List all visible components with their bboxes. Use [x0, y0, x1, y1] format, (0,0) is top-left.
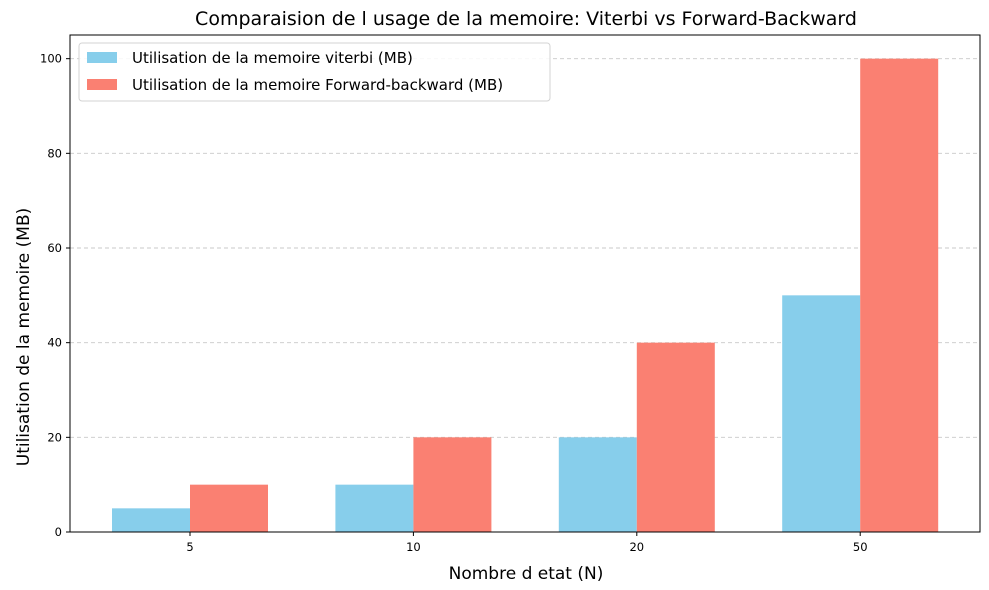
legend-swatch	[87, 79, 117, 90]
y-tick-label: 20	[47, 430, 62, 444]
x-tick-label: 20	[629, 540, 644, 554]
plot-frame	[69, 34, 981, 533]
y-axis-label: Utilisation de la memoire (MB)	[14, 208, 34, 467]
x-axis-label: Nombre d etat (N)	[449, 564, 604, 584]
legend-label: Utilisation de la memoire viterbi (MB)	[132, 49, 413, 67]
y-tick-label: 0	[55, 525, 62, 539]
legend-swatch	[87, 52, 117, 63]
bar	[636, 342, 715, 532]
bar	[782, 295, 861, 532]
bar	[112, 508, 190, 532]
bar	[558, 437, 637, 532]
y-tick-label: 80	[47, 146, 62, 160]
y-tick-label: 100	[40, 52, 62, 66]
x-tick-label: 10	[406, 540, 421, 554]
bar	[860, 58, 939, 533]
y-tick-label: 60	[47, 241, 62, 255]
chart-title: Comparaision de l usage de la memoire: V…	[195, 8, 857, 30]
bar	[413, 437, 492, 532]
axes: 0 20 40 60 80 100 5 10 20 50	[40, 34, 981, 554]
bar	[335, 484, 414, 532]
x-tick-label: 5	[186, 540, 193, 554]
legend-box	[78, 42, 551, 102]
x-tick-label: 50	[853, 540, 868, 554]
bars	[112, 58, 939, 533]
y-tick-label: 40	[47, 336, 62, 350]
bar	[190, 484, 268, 532]
legend: Utilisation de la memoire viterbi (MB) Ut…	[78, 42, 551, 102]
legend-label: Utilisation de la memoire Forward-backwa…	[132, 76, 503, 94]
